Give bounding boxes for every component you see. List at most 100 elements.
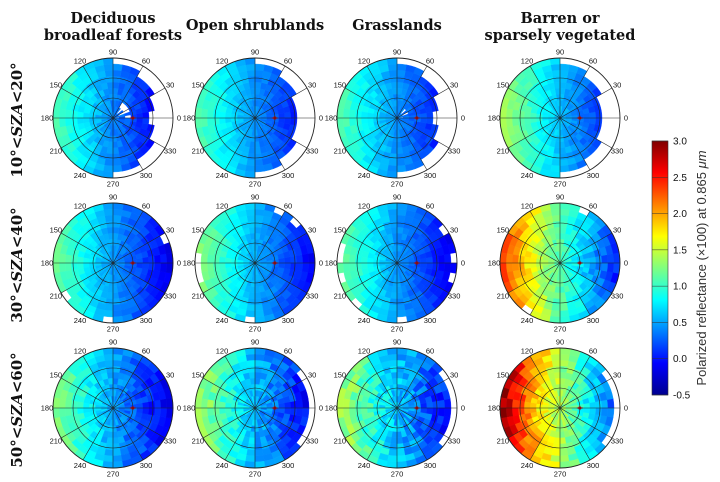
polar-cell bbox=[254, 304, 264, 312]
polar-cell bbox=[511, 399, 519, 409]
polar-cell bbox=[254, 365, 263, 373]
polar-cell bbox=[550, 165, 561, 173]
polar-panel: 0 30 60 90 120 150 180 210 240 270 300 330 bbox=[325, 48, 465, 189]
polar-cell bbox=[254, 455, 265, 463]
polar-cell bbox=[396, 159, 406, 167]
polar-cell bbox=[396, 359, 406, 367]
angle-label: 210 bbox=[192, 292, 205, 301]
polar-grid-spoke bbox=[112, 65, 144, 119]
polar-cell bbox=[595, 110, 603, 119]
polar-cell bbox=[64, 407, 72, 417]
polar-cell bbox=[160, 407, 168, 418]
polar-cell bbox=[254, 220, 263, 228]
polar-cell bbox=[206, 254, 214, 264]
angle-label: 120 bbox=[216, 346, 229, 355]
angle-label: 30 bbox=[450, 371, 458, 380]
polar-cell bbox=[388, 449, 398, 457]
polar-cell bbox=[212, 262, 220, 271]
polar-cell bbox=[112, 220, 121, 228]
polar-cell bbox=[296, 407, 304, 417]
polar-cell bbox=[595, 262, 603, 271]
polar-cell bbox=[212, 117, 220, 126]
polar-grid-spoke bbox=[254, 87, 308, 119]
polar-cell bbox=[551, 69, 561, 77]
polar-cell bbox=[112, 443, 121, 451]
polar-cell bbox=[112, 377, 119, 385]
angle-label: 180 bbox=[183, 259, 196, 268]
polar-cell bbox=[559, 226, 567, 234]
polar-cell bbox=[200, 398, 208, 409]
polar-cell bbox=[388, 69, 398, 77]
angle-label: 180 bbox=[183, 404, 196, 413]
polar-cell bbox=[218, 401, 226, 409]
column-header-deciduous-line2: broadleaf forests bbox=[44, 27, 182, 44]
polar-grid-spoke bbox=[82, 117, 114, 171]
angle-label: 60 bbox=[426, 56, 434, 65]
angle-label: 270 bbox=[391, 180, 404, 189]
polar-cell bbox=[160, 398, 168, 409]
polar-cell bbox=[249, 141, 256, 149]
colorbar-tick-label: 0.5 bbox=[673, 318, 687, 329]
angle-label: 90 bbox=[556, 193, 564, 202]
polar-cell bbox=[105, 443, 114, 451]
polar-cell bbox=[246, 214, 256, 222]
polar-cell bbox=[360, 401, 368, 409]
polar-cell bbox=[254, 298, 263, 306]
angle-label: 0 bbox=[319, 259, 323, 268]
polar-cell bbox=[354, 110, 362, 119]
polar-cell bbox=[70, 110, 78, 119]
polar-cell bbox=[601, 407, 609, 417]
angle-label: 150 bbox=[192, 81, 205, 90]
polar-cell bbox=[154, 262, 162, 272]
polar-cell bbox=[112, 298, 121, 306]
polar-cell bbox=[583, 262, 591, 269]
angle-label: 210 bbox=[497, 437, 510, 446]
polar-cell bbox=[517, 255, 525, 264]
polar-cell bbox=[124, 111, 131, 117]
polar-cell bbox=[58, 407, 66, 418]
polar-cell bbox=[290, 255, 298, 264]
polar-grid-spoke bbox=[82, 65, 114, 119]
polar-cell bbox=[218, 256, 226, 264]
polar-cell bbox=[160, 253, 168, 264]
polar-cell bbox=[248, 292, 256, 300]
polar-cell bbox=[112, 371, 120, 379]
polar-cell bbox=[104, 214, 114, 222]
polar-cell bbox=[396, 310, 407, 318]
polar-cell bbox=[390, 292, 398, 300]
angle-label: 330 bbox=[611, 147, 624, 156]
angle-label: 0 bbox=[624, 404, 628, 413]
angle-label: 330 bbox=[448, 292, 461, 301]
polar-cell bbox=[511, 117, 519, 127]
polar-cell bbox=[396, 371, 404, 379]
polar-cell bbox=[284, 262, 292, 270]
polar-cell bbox=[154, 407, 162, 417]
polar-cell bbox=[245, 455, 256, 463]
polar-cell bbox=[554, 431, 561, 439]
polar-cell bbox=[254, 87, 261, 95]
polar-cell bbox=[104, 449, 114, 457]
polar-cell bbox=[354, 255, 362, 264]
polar-cell bbox=[391, 286, 398, 294]
polar-cell bbox=[366, 112, 374, 119]
polar-cell bbox=[64, 399, 72, 409]
angle-label: 30 bbox=[308, 81, 316, 90]
polar-cell bbox=[200, 262, 208, 273]
polar-cell bbox=[438, 262, 446, 272]
polar-cell bbox=[64, 117, 72, 127]
polar-cell bbox=[559, 359, 569, 367]
polar-cell bbox=[112, 208, 123, 216]
polar-cell bbox=[396, 365, 405, 373]
angle-label: 210 bbox=[334, 147, 347, 156]
polar-cell bbox=[254, 75, 263, 83]
polar-cell bbox=[396, 455, 407, 463]
polar-cell bbox=[82, 402, 90, 409]
polar-cell bbox=[354, 407, 362, 416]
polar-cell bbox=[389, 365, 398, 373]
angle-label: 0 bbox=[319, 114, 323, 123]
polar-grid-spoke bbox=[112, 355, 144, 409]
polar-cell bbox=[112, 226, 120, 234]
angle-label: 0 bbox=[461, 259, 465, 268]
polar-cell bbox=[342, 398, 350, 409]
polar-cell bbox=[595, 407, 603, 416]
